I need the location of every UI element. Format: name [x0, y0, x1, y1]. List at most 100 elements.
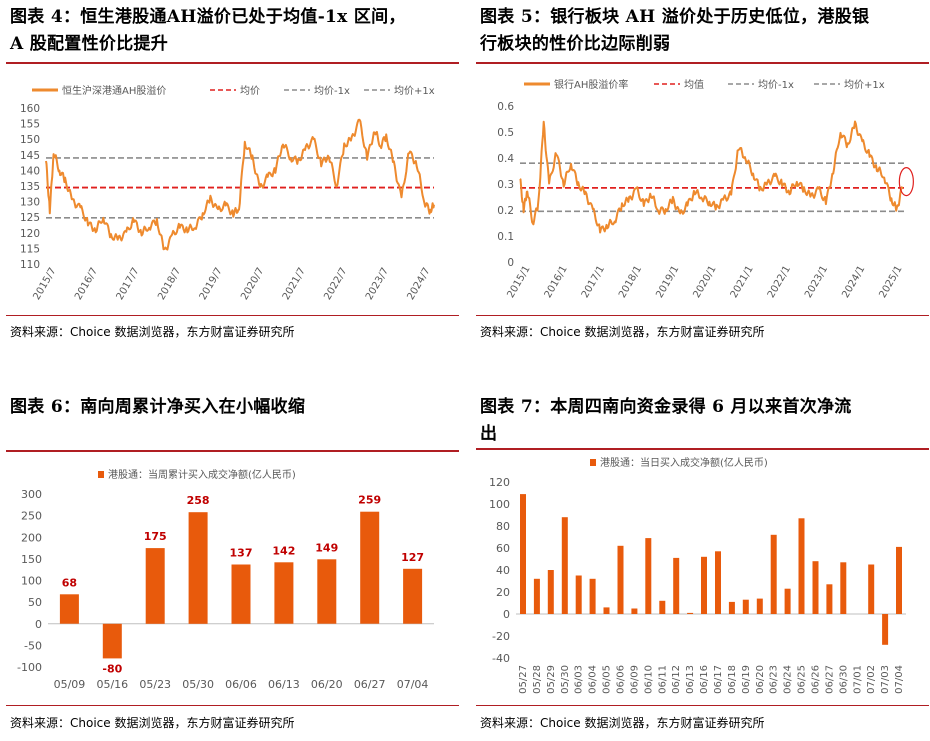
fig4-y-tick-10: 160: [20, 103, 40, 115]
fig4-y-tick-3: 125: [20, 212, 40, 224]
fig7-bar-17: [756, 598, 763, 614]
fig5-highlight-circle: [898, 166, 914, 197]
fig4-x-tick-3: 2018/7: [156, 266, 183, 302]
fig7-bar-6: [603, 607, 610, 614]
fig6-x-tick-1: 05/16: [96, 678, 128, 691]
fig4-y-tick-5: 135: [20, 181, 40, 193]
fig5-y-tick-6: 0.6: [497, 101, 514, 113]
fig7-x-tick-6: 06/05: [602, 665, 613, 694]
fig7-x-tick-27: 07/04: [894, 665, 905, 694]
fig7-bar-26: [882, 614, 889, 645]
fig4-y-tick-8: 150: [20, 134, 40, 146]
fig5-legend-label-2: 均价-1x: [758, 79, 794, 91]
fig6-data-label-7: 259: [358, 494, 381, 507]
fig7-bar-21: [812, 561, 819, 614]
fig5-series-line: [519, 120, 904, 234]
fig5-x-tick-4: 2019/1: [654, 264, 681, 300]
fig5-x-tick-6: 2021/1: [729, 264, 756, 300]
fig6-bar-8: [403, 568, 423, 624]
fig4-x-tick-2: 2017/7: [115, 266, 142, 302]
fig4-x-tick-6: 2021/7: [281, 266, 308, 302]
fig7-x-tick-11: 06/12: [671, 665, 682, 694]
fig5-legend-label-3: 均价+1x: [844, 79, 885, 91]
fig6-bar-7: [360, 511, 380, 624]
figure-7-chart: 港股通：当日买入成交净额(亿人民币) -40 -20 0 20 40 60 80 100 120 0…: [489, 456, 906, 694]
fig5-legend-label-1: 均值: [684, 78, 704, 91]
fig4-y-tick-7: 145: [20, 150, 40, 162]
fig7-y-tick-1: -20: [492, 630, 510, 643]
fig6-x-tick-6: 06/20: [311, 678, 343, 691]
fig6-bar-4: [231, 564, 251, 624]
fig5-x-tick-7: 2022/1: [766, 264, 793, 300]
fig7-bar-27: [896, 546, 902, 614]
fig5-y-tick-5: 0.5: [497, 127, 514, 139]
fig6-legend-label: 港股通：当周累计买入成交净额(亿人民币): [108, 468, 296, 481]
figure-4-panel: 图表 4：恒生港股通AH溢价已处于均值-1x 区间， A 股配置性价比提升 恒生…: [6, 0, 459, 339]
fig7-x-tick-15: 06/18: [727, 665, 738, 694]
fig7-x-tick-26: 07/03: [880, 665, 891, 694]
fig4-legend-label-2: 均价-1x: [314, 85, 350, 97]
fig4-x-tick-4: 2019/7: [198, 266, 225, 302]
fig6-y-tick-2: 0: [35, 618, 42, 631]
fig6-y-tick-1: -50: [24, 639, 42, 652]
fig6-x-tick-0: 05/09: [54, 678, 86, 691]
fig5-y-tick-1: 0.1: [497, 231, 514, 243]
fig4-x-tick-7: 2022/7: [322, 266, 349, 302]
fig7-bar-19: [784, 588, 791, 614]
fig5-x-tick-9: 2024/1: [840, 264, 867, 300]
fig6-data-label-6: 149: [315, 541, 338, 554]
fig7-bar-2: [547, 570, 554, 614]
fig7-legend-label: 港股通：当日买入成交净额(亿人民币): [600, 456, 768, 469]
fig4-x-tick-0: 2015/7: [31, 266, 58, 302]
fig7-y-tick-8: 120: [489, 476, 510, 489]
fig7-x-tick-23: 06/30: [838, 665, 849, 694]
fig6-x-tick-7: 06/27: [354, 678, 386, 691]
figure-7-chart-box: 港股通：当日买入成交净额(亿人民币) -40 -20 0 20 40 60 80 100 120 0…: [476, 448, 929, 706]
fig5-y-tick-0: 0: [507, 257, 514, 269]
fig5-y-tick-4: 0.4: [497, 153, 514, 165]
fig7-x-tick-2: 05/29: [546, 665, 557, 694]
figure-6-title-line-1: 图表 6：南向周累计净买入在小幅收缩: [10, 397, 306, 417]
fig6-data-label-4: 137: [230, 546, 253, 559]
fig6-y-tick-5: 150: [21, 553, 42, 566]
fig7-bar-5: [589, 578, 596, 614]
fig7-bar-13: [701, 556, 707, 614]
fig5-x-tick-1: 2016/1: [543, 264, 570, 300]
fig7-bar-9: [645, 538, 652, 614]
fig6-data-label-5: 142: [272, 544, 295, 557]
figure-6-chart-box: 港股通：当周累计买入成交净额(亿人民币) -100 -50 0 50 100 150 200 2…: [6, 450, 459, 706]
fig4-x-tick-5: 2020/7: [239, 266, 266, 302]
fig7-x-tick-8: 06/09: [629, 665, 640, 694]
fig7-x-tick-9: 06/10: [643, 665, 654, 694]
figure-6-chart: 港股通：当周累计买入成交净额(亿人民币) -100 -50 0 50 100 150 200 2…: [17, 468, 434, 691]
figure-5-title-line-2: 行板块的性价比边际削弱: [480, 34, 671, 54]
fig6-y-tick-4: 100: [21, 575, 42, 588]
fig7-x-tick-16: 06/19: [741, 665, 752, 694]
fig5-x-tick-2: 2017/1: [580, 264, 607, 300]
fig7-bar-22: [826, 584, 833, 614]
fig7-bar-4: [575, 575, 582, 614]
fig7-x-tick-10: 06/11: [657, 665, 668, 694]
fig6-y-tick-0: -100: [17, 661, 42, 674]
fig4-series-line: [45, 118, 435, 251]
fig7-bar-18: [770, 534, 777, 614]
fig6-bar-0: [59, 594, 79, 624]
figure-5-title-line-1: 图表 5：银行板块 AH 溢价处于历史低位，港股银: [480, 7, 870, 27]
fig7-bar-25: [868, 564, 875, 614]
fig7-x-tick-5: 06/04: [588, 665, 599, 694]
fig6-x-tick-4: 06/06: [225, 678, 257, 691]
fig5-y-tick-3: 0.3: [497, 179, 514, 191]
fig4-y-tick-6: 140: [20, 165, 40, 177]
fig7-x-tick-3: 05/30: [560, 665, 571, 694]
fig6-y-tick-3: 50: [28, 596, 42, 609]
fig6-legend-swatch: [98, 471, 104, 478]
fig7-bar-16: [742, 599, 749, 614]
figure-4-title: 图表 4：恒生港股通AH溢价已处于均值-1x 区间， A 股配置性价比提升: [6, 0, 459, 62]
fig5-y-tick-2: 0.2: [497, 205, 514, 217]
fig7-y-tick-0: -40: [492, 652, 510, 665]
fig6-bar-2: [145, 548, 165, 624]
figure-7-title: 图表 7：本周四南向资金录得 6 月以来首次净流 出: [476, 390, 929, 452]
fig7-bar-8: [631, 608, 638, 614]
fig7-x-tick-7: 06/06: [615, 665, 626, 694]
figure-4-chart-box: 恒生沪深港通AH股溢价 均价 均价-1x 均价+1x 110 115 120 125 130 13…: [6, 62, 459, 316]
